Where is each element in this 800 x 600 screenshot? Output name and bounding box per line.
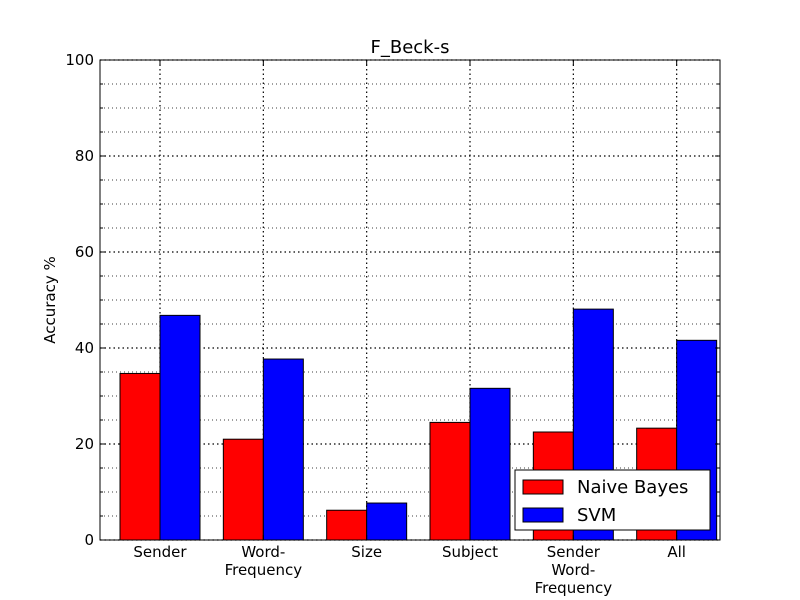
chart-title: F_Beck-s	[371, 37, 450, 58]
bar	[366, 502, 408, 541]
x-tick-label: Sender	[547, 543, 601, 561]
bar	[326, 509, 368, 541]
y-axis-label: Accuracy %	[41, 256, 59, 344]
x-tick-label: Frequency	[225, 561, 303, 579]
y-tick-label: 60	[75, 243, 94, 261]
y-tick-label: 0	[84, 531, 94, 549]
legend-swatch	[522, 507, 564, 523]
bar	[262, 358, 304, 541]
y-tick-label: 80	[75, 147, 94, 165]
bar	[119, 372, 161, 541]
x-tick-label: Size	[351, 543, 382, 561]
x-tick-label: Sender	[133, 543, 187, 561]
y-tick-label: 20	[75, 435, 94, 453]
legend-label: Naive Bayes	[577, 477, 688, 498]
legend: Naive Bayes SVM	[514, 469, 711, 531]
x-tick-label: Frequency	[535, 579, 613, 597]
bar	[222, 438, 264, 541]
bar	[159, 314, 201, 541]
x-tick-label: Word-	[551, 561, 595, 579]
bars	[119, 308, 718, 541]
x-tick-label: Subject	[442, 543, 498, 561]
x-tick-label: Word-	[241, 543, 285, 561]
bar	[469, 387, 511, 541]
y-tick-label: 40	[75, 339, 94, 357]
legend-swatch	[522, 479, 564, 495]
bar	[429, 421, 471, 541]
legend-label: SVM	[577, 505, 616, 526]
x-tick-label: All	[667, 543, 686, 561]
y-tick-label: 100	[65, 51, 94, 69]
